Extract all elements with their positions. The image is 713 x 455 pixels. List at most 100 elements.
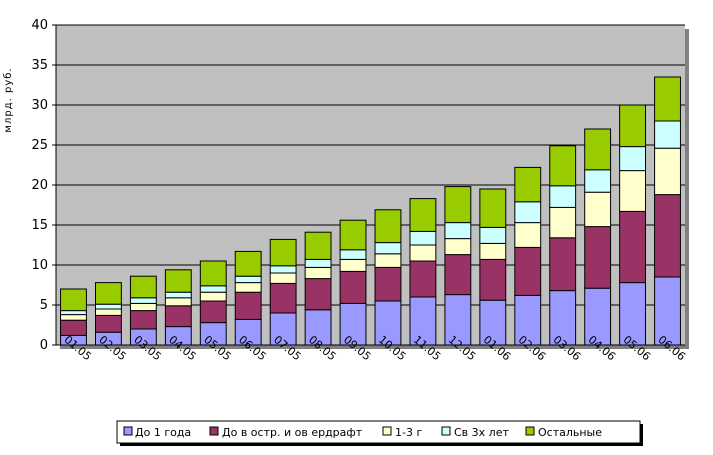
- bar-segment: [129, 275, 157, 299]
- bar-segment: [514, 222, 542, 248]
- bar-segment: [584, 128, 612, 171]
- y-tick-label: 0: [40, 338, 48, 353]
- bar-segment: [444, 222, 472, 240]
- legend-label: До в остр. и ов ердрафт: [222, 426, 363, 439]
- bar-segment: [444, 254, 472, 296]
- bar-segment: [374, 266, 402, 302]
- bar-segment: [619, 146, 647, 172]
- bar-segment: [234, 318, 262, 346]
- bar-segment: [409, 230, 437, 246]
- bar-segment: [654, 120, 681, 149]
- bar-segment: [269, 265, 297, 274]
- bar-segment: [199, 285, 227, 293]
- bar-segment: [199, 291, 227, 302]
- bar-segment: [234, 275, 262, 284]
- bar-segment: [374, 209, 402, 244]
- bar-segment: [234, 282, 262, 293]
- bar-segment: [619, 210, 647, 284]
- bar-segment: [584, 226, 612, 289]
- legend-swatch: [123, 426, 133, 436]
- bar-segment: [654, 76, 681, 122]
- y-tick-label: 10: [31, 258, 48, 273]
- bar-segment: [479, 242, 507, 260]
- bar-segment: [549, 206, 577, 239]
- bar-segment: [129, 302, 157, 312]
- y-tick-label: 30: [31, 98, 48, 113]
- bar-segment: [514, 246, 542, 296]
- bar-segment: [94, 308, 122, 316]
- legend-label: Остальные: [538, 426, 602, 439]
- bar-segment: [304, 278, 332, 311]
- bar-segment: [444, 238, 472, 256]
- bar-segment: [584, 169, 612, 193]
- gridlines: [56, 24, 685, 346]
- bar-segment: [269, 272, 297, 284]
- legend-swatch: [382, 426, 392, 436]
- bar-segment: [199, 300, 227, 324]
- bar-segment: [479, 258, 507, 301]
- bar-segment: [619, 104, 647, 148]
- bar-segment: [409, 244, 437, 262]
- bar-segment: [60, 319, 87, 336]
- bar-segment: [374, 253, 402, 268]
- bar-segment: [584, 287, 612, 346]
- bar-segment: [584, 191, 612, 228]
- bar-segment: [479, 226, 507, 244]
- y-tick-label: 5: [40, 298, 48, 313]
- bar-segment: [129, 310, 157, 330]
- legend-label: Св 3х лет: [454, 426, 509, 439]
- bar-segment: [444, 186, 472, 224]
- bar-segment: [514, 166, 542, 203]
- bar-segment: [304, 258, 332, 268]
- legend: До 1 года До в остр. и ов ердрафт 1-3 г Св …: [123, 426, 602, 439]
- y-tick-label: 40: [31, 18, 48, 33]
- y-tick-label: 35: [31, 58, 48, 73]
- bar-segment: [164, 297, 192, 307]
- legend-box: [116, 420, 641, 444]
- bar-segment: [374, 242, 402, 255]
- bar-segment: [549, 185, 577, 208]
- bar-segment: [234, 250, 262, 277]
- bar-segment: [269, 282, 297, 314]
- bar-segment: [129, 297, 157, 304]
- legend-swatch: [209, 426, 219, 436]
- legend-label: 1-3 г: [395, 426, 422, 439]
- bar-segment: [60, 314, 87, 321]
- legend-swatch: [441, 426, 451, 436]
- bar-segment: [234, 291, 262, 320]
- bar-segment: [60, 288, 87, 312]
- bar-segment: [339, 270, 367, 304]
- bar-segment: [549, 145, 577, 187]
- bar-segment: [339, 219, 367, 251]
- bar-segment: [269, 238, 297, 267]
- bar-segment: [409, 260, 437, 298]
- bar-segment: [164, 305, 192, 328]
- bar-segment: [94, 314, 122, 333]
- bar-segment: [304, 231, 332, 260]
- bar-segment: [654, 276, 681, 346]
- legend-label: До 1 года: [135, 426, 191, 439]
- bar-segment: [479, 188, 507, 228]
- bar-segment: [409, 198, 437, 232]
- bar-segment: [514, 201, 542, 224]
- bar-segment: [164, 269, 192, 293]
- bar-segment: [94, 282, 122, 305]
- bar-segment: [514, 294, 542, 346]
- legend-swatch: [525, 426, 535, 436]
- bar-segment: [654, 147, 681, 196]
- y-tick-label: 25: [31, 138, 48, 153]
- bar-segment: [304, 266, 332, 280]
- bar-segment: [94, 303, 122, 310]
- bar-segment: [339, 249, 367, 260]
- bar-segment: [269, 312, 297, 346]
- bar-segment: [60, 310, 87, 316]
- bar-segment: [304, 309, 332, 346]
- bars: [60, 76, 681, 346]
- bar-segment: [654, 194, 681, 278]
- y-tick-label: 20: [31, 178, 48, 193]
- y-axis-ticks: 0 5 10 15 20 25 30 35 40: [31, 18, 685, 353]
- bar-segment: [619, 282, 647, 346]
- bar-segment: [339, 258, 367, 272]
